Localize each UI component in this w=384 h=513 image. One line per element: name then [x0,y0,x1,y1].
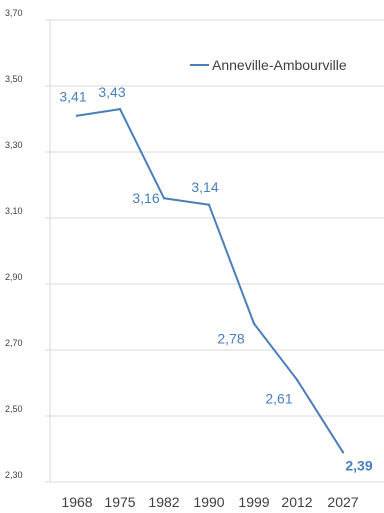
y-tick-label: 3,70 [5,8,23,18]
y-tick-label: 2,90 [5,272,23,282]
series-line-segment [208,203,255,325]
data-label: 2,78 [217,331,244,347]
data-labels: 3,41 3,43 3,16 3,14 2,78 2,61 2,39 [59,84,372,473]
x-tick-label: 2012 [281,494,312,510]
y-tick-label: 2,30 [5,470,23,480]
y-tick-label: 3,30 [5,140,23,150]
x-tick-label: 1975 [104,494,135,510]
y-tick-label: 2,50 [5,404,23,414]
y-tick-label: 3,50 [5,74,23,84]
data-label: 2,39 [345,457,372,473]
data-point [252,322,256,325]
data-point [295,378,299,381]
series-line-segment [296,378,344,454]
data-label: 3,43 [98,84,125,100]
data-label: 2,61 [265,391,292,407]
data-point [118,107,122,111]
data-label: 3,16 [132,190,159,206]
data-label: 3,41 [59,89,86,105]
legend-label: Anneville-Ambourville [212,57,347,73]
data-point [75,114,79,117]
y-tick-label: 3,10 [5,206,23,216]
series-line-segment [119,108,165,200]
data-point [207,203,211,206]
data-point [341,451,345,454]
x-tick-label: 1999 [238,494,269,510]
y-tick-label: 2,70 [5,338,23,348]
series-line-segment [163,197,210,206]
x-tick-label: 1990 [193,494,224,510]
series-line-segment [76,108,121,117]
x-tick-label: 2027 [327,494,358,510]
legend: Anneville-Ambourville [190,57,347,73]
data-point [162,197,166,200]
y-axis: 3,70 3,50 3,30 3,10 2,90 2,70 2,50 2,30 [5,8,50,483]
series-line-segment [253,322,298,381]
x-tick-label: 1968 [61,494,92,510]
data-label: 3,14 [191,179,218,195]
series-group [75,107,345,454]
x-axis: 1968 1975 1982 1990 1999 2012 2027 [61,494,358,510]
x-tick-label: 1982 [148,494,179,510]
grid-lines [50,19,384,483]
